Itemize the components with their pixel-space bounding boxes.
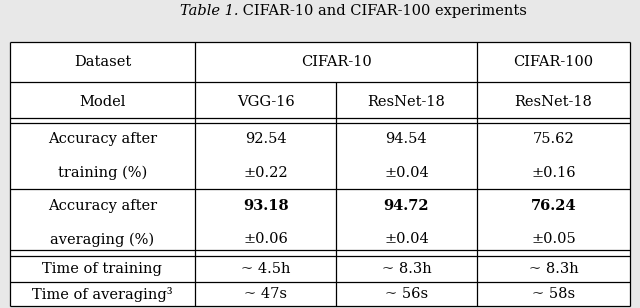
Text: averaging (%): averaging (%) [51,232,154,247]
Text: CIFAR-100: CIFAR-100 [513,55,594,69]
Text: ResNet-18: ResNet-18 [515,95,593,109]
Text: ±0.04: ±0.04 [384,233,429,246]
Text: ~ 58s: ~ 58s [532,287,575,301]
Text: Accuracy after: Accuracy after [48,132,157,146]
Text: CIFAR-10 and CIFAR-100 experiments: CIFAR-10 and CIFAR-100 experiments [238,4,527,18]
Text: ±0.06: ±0.06 [243,233,288,246]
Text: training (%): training (%) [58,166,147,180]
Text: Time of averaging³: Time of averaging³ [32,287,173,302]
Text: Table 1.: Table 1. [180,4,238,18]
Text: ~ 8.3h: ~ 8.3h [529,262,579,276]
Text: Model: Model [79,95,125,109]
Text: ~ 8.3h: ~ 8.3h [381,262,431,276]
Text: Time of training: Time of training [42,262,163,276]
Text: CIFAR-10: CIFAR-10 [301,55,371,69]
Text: 92.54: 92.54 [244,132,287,146]
Text: 94.72: 94.72 [383,199,429,213]
Text: ~ 47s: ~ 47s [244,287,287,301]
Text: ±0.16: ±0.16 [531,166,576,180]
Text: VGG-16: VGG-16 [237,95,294,109]
Text: Dataset: Dataset [74,55,131,69]
Text: ±0.22: ±0.22 [243,166,288,180]
Text: 94.54: 94.54 [385,132,428,146]
Bar [10,42,630,306]
Text: ±0.05: ±0.05 [531,233,576,246]
Text: ResNet-18: ResNet-18 [367,95,445,109]
Text: ~ 4.5h: ~ 4.5h [241,262,291,276]
Text: 75.62: 75.62 [532,132,575,146]
Text: 76.24: 76.24 [531,199,577,213]
Text: Accuracy after: Accuracy after [48,199,157,213]
Text: 93.18: 93.18 [243,199,289,213]
Text: ±0.04: ±0.04 [384,166,429,180]
Text: ~ 56s: ~ 56s [385,287,428,301]
